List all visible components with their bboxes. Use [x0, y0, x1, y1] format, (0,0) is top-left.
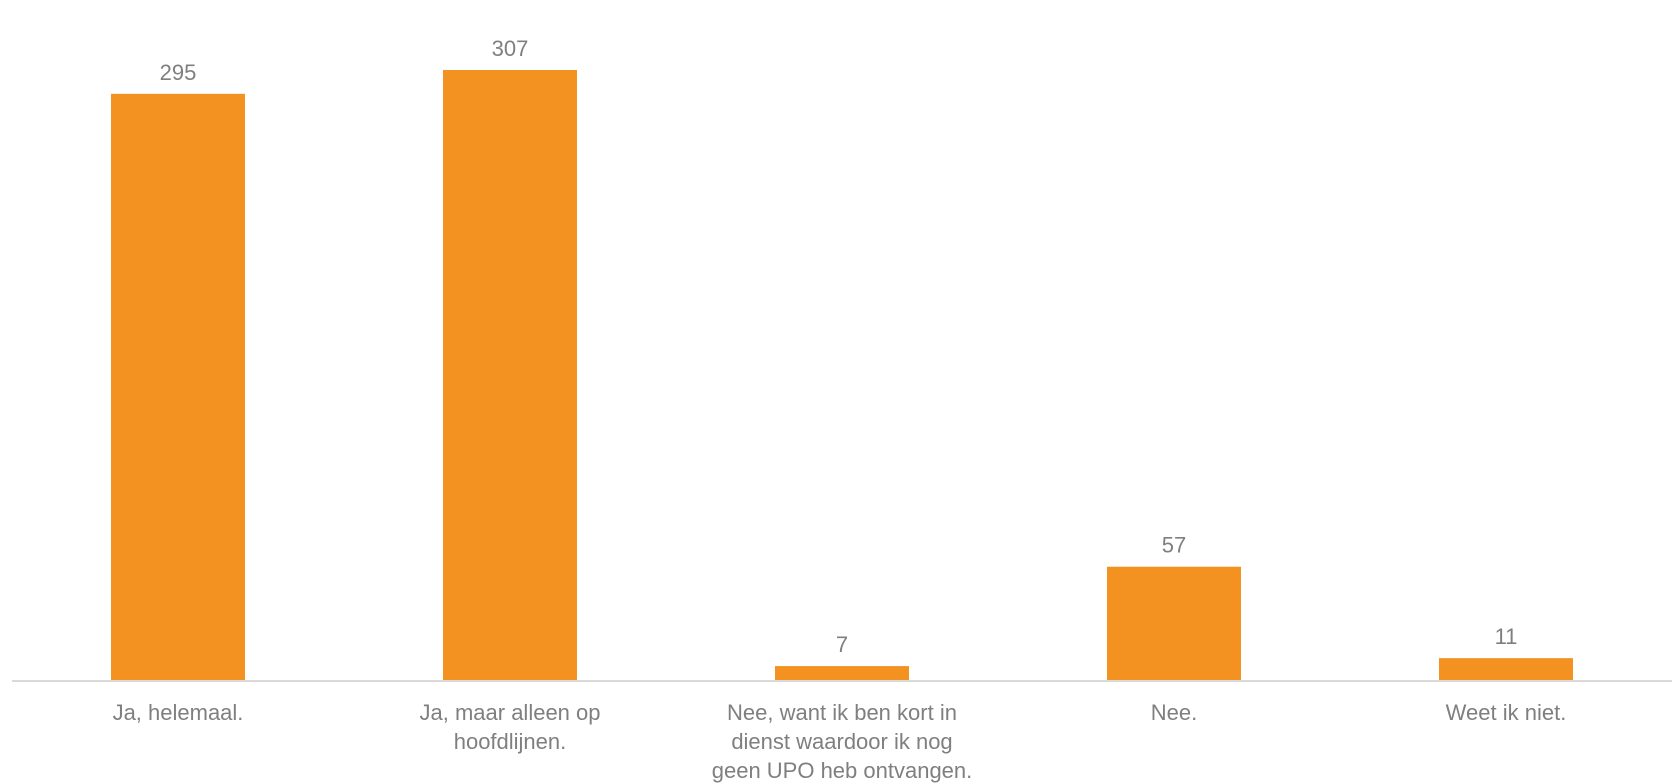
- data-label-1: 295: [160, 60, 197, 85]
- category-label-line: Ja, maar alleen op: [420, 700, 601, 725]
- category-label-4: Nee.: [1151, 700, 1197, 725]
- data-label-5: 11: [1495, 624, 1518, 649]
- data-label-4: 57: [1162, 533, 1186, 558]
- category-label-5: Weet ik niet.: [1446, 700, 1567, 725]
- category-label-line: geen UPO heb ontvangen.: [712, 758, 973, 783]
- category-label-line: Ja, helemaal.: [113, 700, 244, 725]
- bar-1: [111, 93, 245, 681]
- category-label-line: dienst waardoor ik nog: [731, 729, 952, 754]
- category-label-line: Nee.: [1151, 700, 1197, 725]
- category-label-2: Ja, maar alleen op hoofdlijnen.: [420, 700, 601, 754]
- bar-2: [443, 70, 577, 680]
- data-label-3: 7: [836, 632, 848, 657]
- category-label-3: Nee, want ik ben kort in dienst waardoor …: [712, 700, 973, 783]
- bar-3: [775, 666, 909, 680]
- data-label-2: 307: [492, 36, 529, 61]
- category-label-line: hoofdlijnen.: [454, 729, 567, 754]
- data-labels-group: 295 307 7 57 11: [160, 36, 1518, 657]
- bars-group: [111, 70, 1573, 681]
- category-label-line: Weet ik niet.: [1446, 700, 1567, 725]
- category-labels-group: Ja, helemaal. Ja, maar alleen op hoofdlijn…: [113, 700, 1567, 783]
- bar-4: [1107, 566, 1241, 680]
- bar-5: [1439, 658, 1573, 680]
- category-label-line: Nee, want ik ben kort in: [727, 700, 957, 725]
- category-label-1: Ja, helemaal.: [113, 700, 244, 725]
